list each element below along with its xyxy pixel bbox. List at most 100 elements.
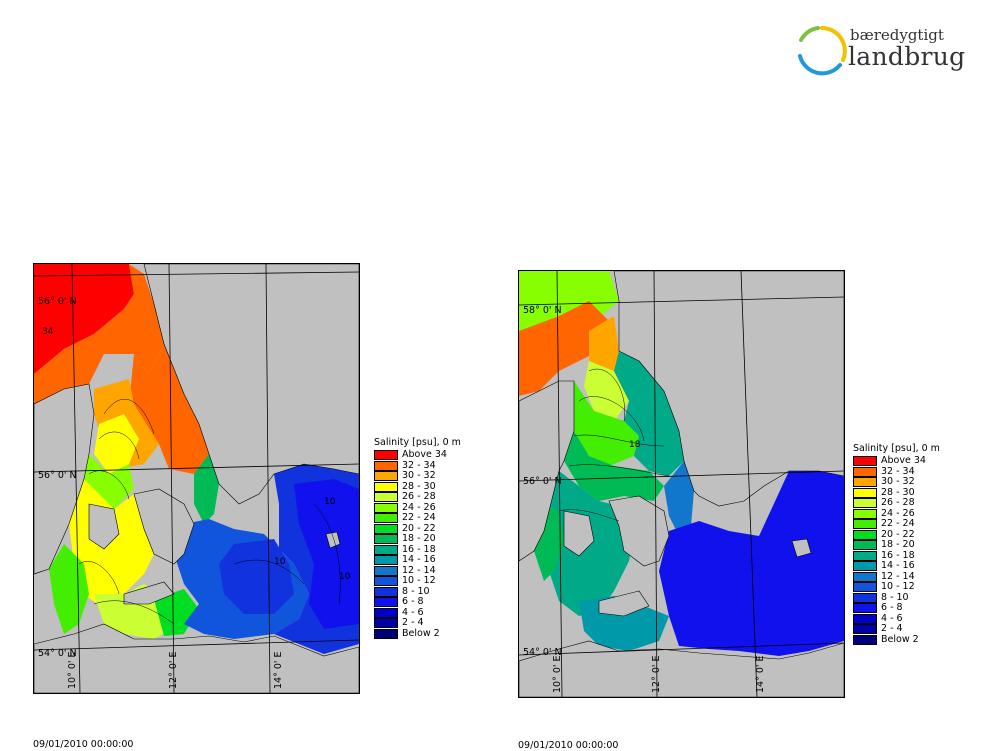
legend-row: 24 - 26: [374, 502, 470, 514]
legend-label: 12 - 14: [402, 564, 436, 576]
lon-label: 14° 0' E: [273, 651, 284, 689]
land-zealand: [133, 488, 195, 565]
sea-kattegat-east: [129, 344, 209, 474]
legend-row: 8 - 10: [853, 592, 949, 604]
contour-label: 34: [42, 327, 54, 337]
logo-ring-icon: [798, 26, 847, 76]
legend-row: 2 - 4: [374, 617, 470, 629]
map-frame-1: 56° 0' N 56° 0' N 54° 0' N 10° 0' E 12° …: [33, 263, 360, 694]
lon-label: 14° 0' E: [755, 655, 766, 693]
graticule-2: [519, 271, 844, 697]
legend-swatch: [853, 634, 877, 645]
contour-label: 10: [339, 572, 351, 582]
legend-row: Below 2: [853, 633, 949, 646]
legend-label: 16 - 18: [402, 543, 436, 555]
legend-label: 10 - 12: [402, 575, 436, 586]
land-bornholm: [325, 531, 341, 549]
legend-label: 18 - 20: [402, 533, 436, 544]
legend-row: 22 - 24: [853, 518, 949, 530]
legend-swatch: [374, 471, 398, 481]
legend-swatch: [374, 597, 398, 607]
map-canvas-2: 58° 0' N 56° 0' N 54° 0' N 10° 0' E 12° …: [519, 271, 844, 697]
land-jutland: [519, 380, 575, 562]
sea-baltic-main: [659, 471, 844, 656]
legend-label: 26 - 28: [402, 491, 436, 502]
contour-lines-2: [558, 368, 670, 522]
legend-swatch: [374, 523, 398, 534]
land-sweden: [143, 264, 359, 505]
map-frame-2: 58° 0' N 56° 0' N 54° 0' N 10° 0' E 12° …: [518, 270, 845, 698]
legend-swatch: [374, 534, 398, 544]
sea-kattegat-east: [614, 351, 684, 476]
map-canvas-1: 56° 0' N 56° 0' N 54° 0' N 10° 0' E 12° …: [34, 264, 359, 693]
sea-kattegat-yellow: [94, 414, 139, 474]
sea-kattegat-green: [574, 381, 639, 466]
land-jutland: [34, 383, 95, 575]
legend-swatch: [374, 586, 398, 597]
legend-label: 4 - 6: [881, 612, 903, 624]
legend-row: 16 - 18: [374, 543, 470, 556]
logo-text-bottom: landbrug: [848, 42, 966, 71]
legend-swatch: [853, 477, 877, 487]
sea-sound: [664, 461, 694, 536]
land-funen: [88, 503, 120, 550]
legend-row: 28 - 30: [374, 481, 470, 493]
land-lolland: [123, 581, 175, 605]
legend-swatch: [853, 603, 877, 613]
legend-label: Below 2: [402, 627, 440, 639]
land-lolland: [598, 590, 650, 617]
legend-row: 28 - 30: [853, 486, 949, 499]
legend-swatch: [374, 576, 398, 586]
legend-label: 30 - 32: [881, 476, 915, 487]
legend-label: Below 2: [881, 633, 919, 645]
lat-label: 56° 0' N: [38, 470, 77, 481]
land-germany: [34, 623, 359, 693]
legend-swatch: [853, 487, 877, 498]
legend-items: Above 34 32 - 34 30 - 32 28 - 30 26 - 28 24 -…: [374, 449, 470, 639]
legend-row: 10 - 12: [374, 575, 470, 587]
legend-label: 30 - 32: [402, 470, 436, 481]
legend-row: 6 - 8: [374, 596, 470, 608]
lat-label: 54° 0' N: [523, 647, 562, 658]
legend-label: 32 - 34: [402, 459, 436, 471]
sea-kattegat-teal: [564, 431, 664, 501]
legend-label: 14 - 16: [881, 560, 915, 571]
legend-swatch: [374, 481, 398, 492]
legend-swatch: [374, 502, 398, 513]
timestamp-1: 09/01/2010 00:00:00: [33, 739, 134, 750]
legend-row: 2 - 4: [853, 623, 949, 635]
legend-swatch: [374, 628, 398, 639]
legend-swatch: [374, 607, 398, 618]
legend-swatch: [374, 618, 398, 628]
legend-swatch: [853, 529, 877, 540]
legend-row: 16 - 18: [853, 550, 949, 562]
lon-label: 10° 0' E: [67, 651, 78, 689]
legend-label: 14 - 16: [402, 554, 436, 565]
lon-label: 10° 0' E: [552, 655, 563, 693]
land-funen: [563, 510, 595, 557]
legend-swatch: [374, 544, 398, 555]
legend-swatch: [374, 565, 398, 576]
legend-label: 6 - 8: [881, 602, 903, 613]
lon-label: 12° 0' E: [651, 655, 662, 693]
legend-row: 6 - 8: [853, 602, 949, 614]
legend-row: 4 - 6: [374, 607, 470, 619]
legend-row: 32 - 34: [374, 459, 470, 472]
legend-row: 12 - 14: [374, 564, 470, 577]
legend-label: 26 - 28: [881, 497, 915, 508]
sea-skagerrak: [34, 264, 134, 374]
logo-text-top: bæredygtigt: [850, 26, 944, 44]
legend-label: 28 - 30: [881, 486, 915, 498]
legend-label: 2 - 4: [881, 623, 903, 634]
lat-label: 58° 0' N: [523, 305, 562, 316]
legend-row: 32 - 34: [853, 466, 949, 478]
legend-swatch: [374, 513, 398, 523]
legend-row: Above 34: [853, 455, 949, 467]
legend-title: Salinity [psu], 0 m: [853, 443, 940, 454]
legend-swatch: [374, 492, 398, 502]
legend-label: 6 - 8: [402, 596, 424, 607]
legend-swatch: [853, 550, 877, 561]
legend-label: 20 - 22: [881, 528, 915, 540]
sea-baltic-deep: [294, 479, 359, 629]
sea-baltic-arkona: [219, 539, 294, 614]
